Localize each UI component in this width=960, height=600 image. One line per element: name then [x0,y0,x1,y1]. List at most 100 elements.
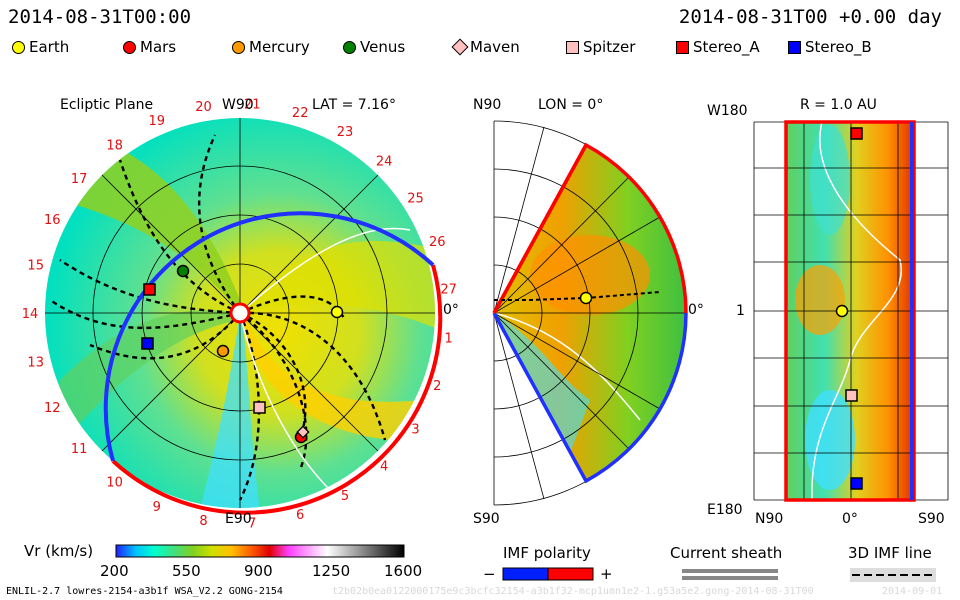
venus-marker-icon [343,40,356,54]
imf-polarity-title: IMF polarity [503,544,591,562]
current-sheath-swatch [682,569,778,573]
colorbar-tick: 1250 [312,562,351,580]
spitzer-marker-icon [845,389,858,402]
mercury-marker-icon [216,344,230,358]
stereo-a-marker-icon [143,283,156,296]
carrington-label: 14 [22,307,39,322]
stereo-b-marker-icon [850,477,863,490]
imf-positive-swatch [547,567,594,581]
legend-label: Venus [360,38,406,56]
ecliptic-right-label: 0° [443,302,459,318]
carrington-label: 2 [433,379,441,394]
legend-label: Earth [29,38,70,56]
colorbar-tick: 900 [244,562,273,580]
legend-label: Mars [140,38,177,56]
carrington-label: 25 [407,192,424,207]
legend-label: Stereo_A [693,38,760,56]
ecliptic-top-label: W90 [222,97,254,113]
radial-bottom-mid-label: 0° [842,511,858,527]
carrington-label: 11 [71,442,88,457]
carrington-label: 6 [296,508,304,523]
ecliptic-title: Ecliptic Plane [60,97,154,113]
ecliptic-lat-label: LAT = 7.16° [312,97,396,113]
stereo-b-marker-icon [141,337,154,350]
legend-spitzer: Spitzer [566,38,635,56]
radial-bottom-s-label: S90 [918,511,945,527]
carrington-label: 24 [376,154,393,169]
venus-marker-icon [176,264,190,278]
carrington-label: 22 [292,106,309,121]
legend-label: Mercury [249,38,310,56]
colorbar-tick: 1600 [384,562,423,580]
carrington-label: 20 [195,100,212,115]
carrington-label: 1 [444,331,452,346]
ecliptic-bottom-label: E90 [225,511,252,527]
carrington-label: 19 [149,114,166,129]
spitzer-marker-icon [566,40,579,54]
carrington-label: 12 [44,401,61,416]
legend-label: Spitzer [583,38,636,56]
radial-bottom-left-label: E180 [707,502,743,518]
mars-marker-icon [123,40,136,54]
carrington-label: 26 [429,235,446,250]
colorbar-tick: 200 [100,562,129,580]
carrington-label: 23 [337,125,354,140]
meridional-top-label: N90 [473,97,502,113]
stereo-a-marker-icon [676,40,689,54]
carrington-label: 16 [44,213,61,228]
current-sheath-title: Current sheath [670,544,783,562]
earth-marker-icon [835,304,849,318]
model-footer: ENLIL-2.7 lowres-2154-a3b1f WSA_V2.2 GON… [6,586,283,597]
imf-plus-label: + [600,565,613,583]
run-date-footer: 2014-09-01 [882,586,943,597]
legend-label: Stereo_B [805,38,872,56]
velocity-colorbar [115,544,405,558]
legend-mars: Mars [123,38,176,56]
carrington-label: 5 [341,489,349,504]
maven-marker-icon [296,425,310,439]
imf-negative-swatch [502,567,549,581]
carrington-label: 15 [27,259,44,274]
carrington-label: 9 [153,500,161,515]
legend-stereo-a: Stereo_A [676,38,760,56]
colorbar-label: Vr (km/s) [24,542,94,560]
carrington-label: 13 [27,355,44,370]
imf3d-title: 3D IMF line [848,544,932,562]
carrington-label: 7 [248,517,256,532]
radial-r-label: R = 1.0 AU [800,97,877,113]
forecast-label: 2014-08-31T00 +0.00 day [678,6,942,28]
meridional-plane-panel [492,120,688,506]
run-id-footer: t2b02b0ea0122000175e9c3bcfc32154-a3b1f32… [332,586,814,597]
radial-surface-panel [753,120,949,502]
carrington-label: 4 [380,460,388,475]
earth-marker-icon [330,305,344,319]
datetime-label: 2014-08-31T00:00 [8,6,192,28]
meridional-bottom-label: S90 [473,511,500,527]
spitzer-marker-icon [253,401,266,414]
meridional-lon-label: LON = 0° [538,97,604,113]
imf-minus-label: − [483,565,496,583]
radial-bottom-n-label: N90 [755,511,784,527]
carrington-label: 17 [71,172,88,187]
mercury-marker-icon [232,40,245,54]
legend-mercury: Mercury [232,38,310,56]
legend-label: Maven [470,38,520,56]
stereo-b-marker-icon [788,40,801,54]
carrington-label: 27 [440,283,457,298]
radial-mid-left-label: 1 [736,303,745,319]
carrington-label: 18 [106,139,123,154]
radial-top-left-label: W180 [707,103,748,119]
colorbar-tick: 550 [172,562,201,580]
carrington-label: 10 [106,475,123,490]
carrington-label: 8 [199,514,207,529]
legend-earth: Earth [12,38,69,56]
earth-marker-icon [12,40,25,54]
legend-stereo-b: Stereo_B [788,38,872,56]
carrington-label: 21 [244,97,261,112]
carrington-label: 3 [411,422,419,437]
legend-venus: Venus [343,38,405,56]
legend-maven: Maven [451,38,520,56]
meridional-right-label: 0° [688,302,704,318]
